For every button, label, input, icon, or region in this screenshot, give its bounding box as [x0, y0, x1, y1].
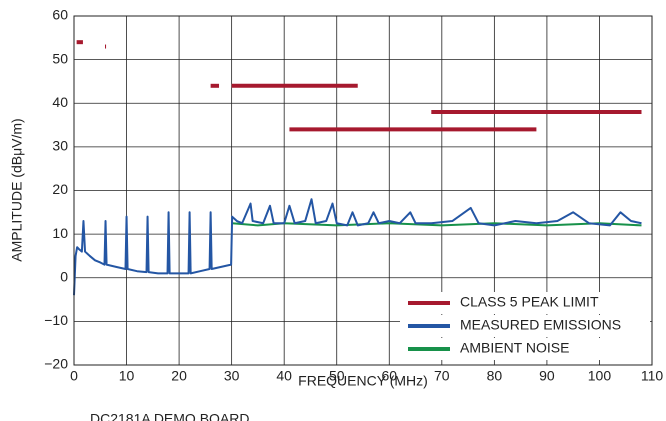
x-tick-label: 30 [224, 368, 240, 384]
x-axis-label: FREQUENCY (MHz) [298, 373, 428, 389]
x-tick-label: 80 [487, 368, 503, 384]
x-tick-label: 20 [171, 368, 187, 384]
x-tick-label: 110 [641, 368, 664, 384]
plot-frame [73, 15, 653, 366]
y-tick-label: 40 [52, 94, 68, 110]
x-tick-label: 100 [588, 368, 612, 384]
series-line [232, 222, 642, 227]
note: DC2181A DEMO BOARD [90, 411, 250, 421]
legend-bg [400, 338, 650, 360]
x-tick-label: 50 [329, 368, 345, 384]
y-tick-label: 10 [52, 225, 68, 241]
y-tick-label: 30 [52, 138, 68, 154]
y-tick-label: 50 [52, 50, 68, 66]
x-tick-label: 90 [539, 368, 555, 384]
y-axis-label: AMPLITUDE (dBμV/m) [9, 118, 25, 261]
legend-label: MEASURED EMISSIONS [460, 317, 621, 333]
y-tick-label: 60 [52, 7, 68, 23]
legend-bg [400, 292, 650, 314]
x-tick-label: 70 [434, 368, 450, 384]
y-tick-label: −20 [44, 356, 68, 372]
y-tick-label: −10 [44, 312, 68, 328]
legend-label: AMBIENT NOISE [460, 340, 569, 356]
x-tick-label: 40 [276, 368, 292, 384]
legend-label: CLASS 5 PEAK LIMIT [460, 294, 599, 310]
x-tick-label: 10 [119, 368, 135, 384]
legend-bg [400, 315, 650, 337]
y-tick-label: 20 [52, 181, 68, 197]
y-tick-label: 0 [60, 268, 68, 284]
series-line [73, 198, 642, 296]
x-tick-label: 60 [381, 368, 397, 384]
x-tick-label: 0 [70, 368, 78, 384]
